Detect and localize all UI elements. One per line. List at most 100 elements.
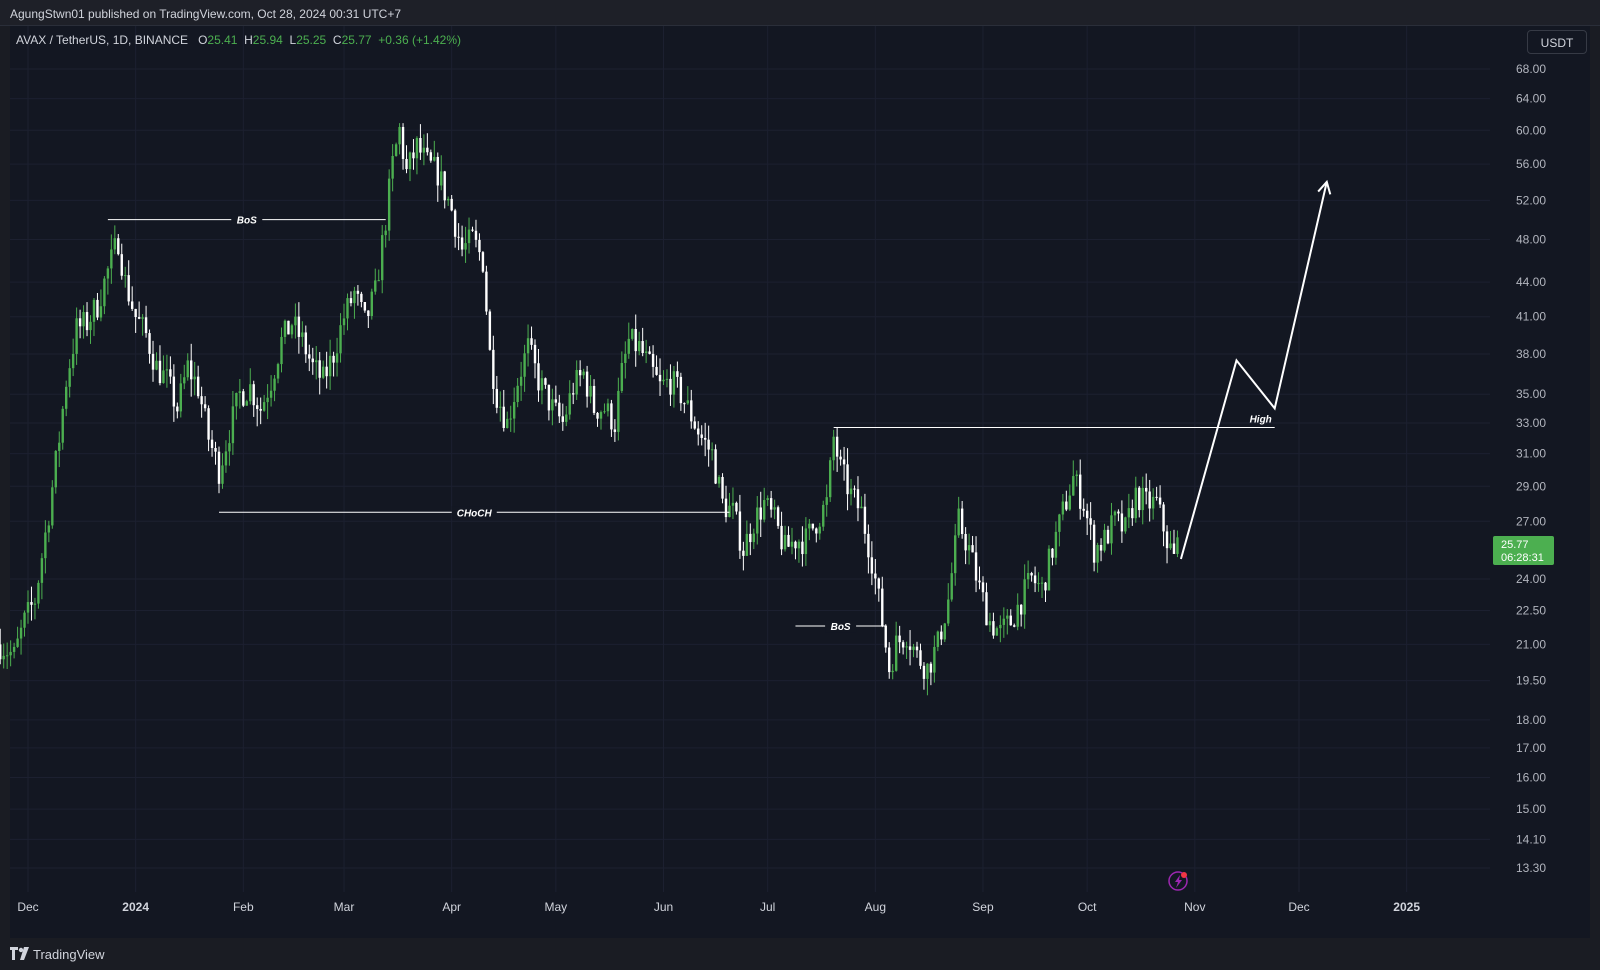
candle: [110, 234, 113, 284]
candle: [1124, 516, 1127, 534]
candle: [947, 583, 950, 627]
candle: [971, 535, 974, 553]
candle: [2, 643, 5, 669]
candle: [1044, 581, 1047, 603]
candle: [96, 292, 99, 321]
annotation-label: CHoCH: [457, 508, 493, 519]
candle: [1148, 479, 1151, 522]
candle: [658, 358, 662, 396]
candle: [922, 662, 926, 690]
y-tick-label: 64.00: [1516, 92, 1546, 106]
candle: [697, 421, 700, 446]
candle: [710, 442, 714, 461]
candle: [1019, 604, 1023, 627]
candle: [217, 446, 221, 494]
y-tick-label: 44.00: [1516, 275, 1546, 289]
candle: [231, 390, 235, 455]
currency-button[interactable]: USDT: [1527, 30, 1587, 54]
candle: [683, 402, 686, 414]
candle: [141, 314, 144, 336]
candle: [558, 394, 561, 423]
candle: [429, 149, 433, 163]
candle: [846, 448, 849, 511]
lightning-bolt-icon[interactable]: [1168, 871, 1188, 891]
candle: [1145, 473, 1148, 505]
candle: [1141, 476, 1144, 525]
y-tick-label: 31.00: [1516, 447, 1546, 461]
candle: [249, 368, 252, 405]
candle: [714, 444, 717, 485]
candle: [464, 226, 467, 263]
candle: [908, 630, 912, 666]
candle: [589, 375, 592, 404]
footer: TradingView: [0, 940, 1600, 970]
symbol-name: AVAX / TetherUS, 1D, BINANCE: [16, 33, 189, 47]
y-tick-label: 17.00: [1516, 741, 1546, 755]
high-value: 25.94: [252, 33, 283, 47]
candle: [99, 289, 103, 322]
candle: [933, 635, 936, 683]
candle: [68, 359, 71, 398]
candle: [30, 586, 33, 621]
annotation-high: High: [833, 414, 1275, 428]
y-tick-label: 68.00: [1516, 62, 1546, 76]
candle: [360, 291, 363, 308]
candle: [318, 352, 321, 395]
brand-name[interactable]: TradingView: [33, 947, 105, 962]
candle: [124, 266, 127, 288]
candle: [752, 528, 755, 550]
candle: [582, 368, 585, 379]
candle: [92, 298, 96, 337]
candle: [894, 621, 898, 672]
candle: [1082, 498, 1085, 517]
candle: [759, 491, 762, 538]
candle: [686, 386, 690, 405]
candle: [433, 140, 436, 162]
candle: [26, 590, 30, 624]
candle: [16, 626, 19, 648]
candle: [377, 269, 380, 282]
candle: [1134, 476, 1137, 523]
candle: [196, 365, 200, 399]
candle: [1013, 623, 1016, 628]
candle: [943, 622, 946, 643]
price-tag-countdown: 06:28:31: [1501, 552, 1544, 564]
x-tick-label: Nov: [1184, 900, 1205, 914]
candle: [471, 226, 474, 232]
candle: [273, 374, 276, 402]
candle: [158, 345, 162, 386]
candle: [453, 208, 457, 248]
candle: [676, 361, 679, 388]
candle: [693, 416, 696, 430]
candle: [641, 327, 644, 357]
tradingview-logo-icon[interactable]: [10, 947, 30, 961]
candle: [763, 487, 766, 523]
candle: [169, 356, 172, 384]
candle: [1176, 530, 1179, 558]
candle: [144, 305, 148, 338]
annotations-layer: BoS CHoCH BoS High: [107, 213, 1275, 633]
candle: [51, 480, 54, 529]
candle: [690, 389, 693, 429]
y-tick-label: 22.50: [1516, 604, 1546, 618]
candle: [353, 286, 356, 319]
candle: [801, 526, 804, 567]
candle: [565, 406, 568, 427]
candle: [332, 351, 335, 377]
candle: [1172, 529, 1176, 554]
candle: [860, 496, 863, 509]
candle: [915, 641, 919, 658]
candle: [443, 170, 446, 209]
chart-area[interactable]: [10, 26, 1590, 938]
candle: [401, 123, 405, 170]
candle: [551, 388, 554, 426]
candle: [533, 339, 537, 379]
annotation-bos: BoS: [107, 213, 386, 227]
candle: [165, 354, 169, 388]
annotation-label: BoS: [831, 622, 851, 633]
y-axis: 68.00 64.00 60.00 56.00 52.00 48.00 44.00 41.00…: [1516, 62, 1546, 875]
candle: [412, 139, 415, 170]
candle: [381, 225, 384, 294]
candle: [384, 224, 387, 248]
